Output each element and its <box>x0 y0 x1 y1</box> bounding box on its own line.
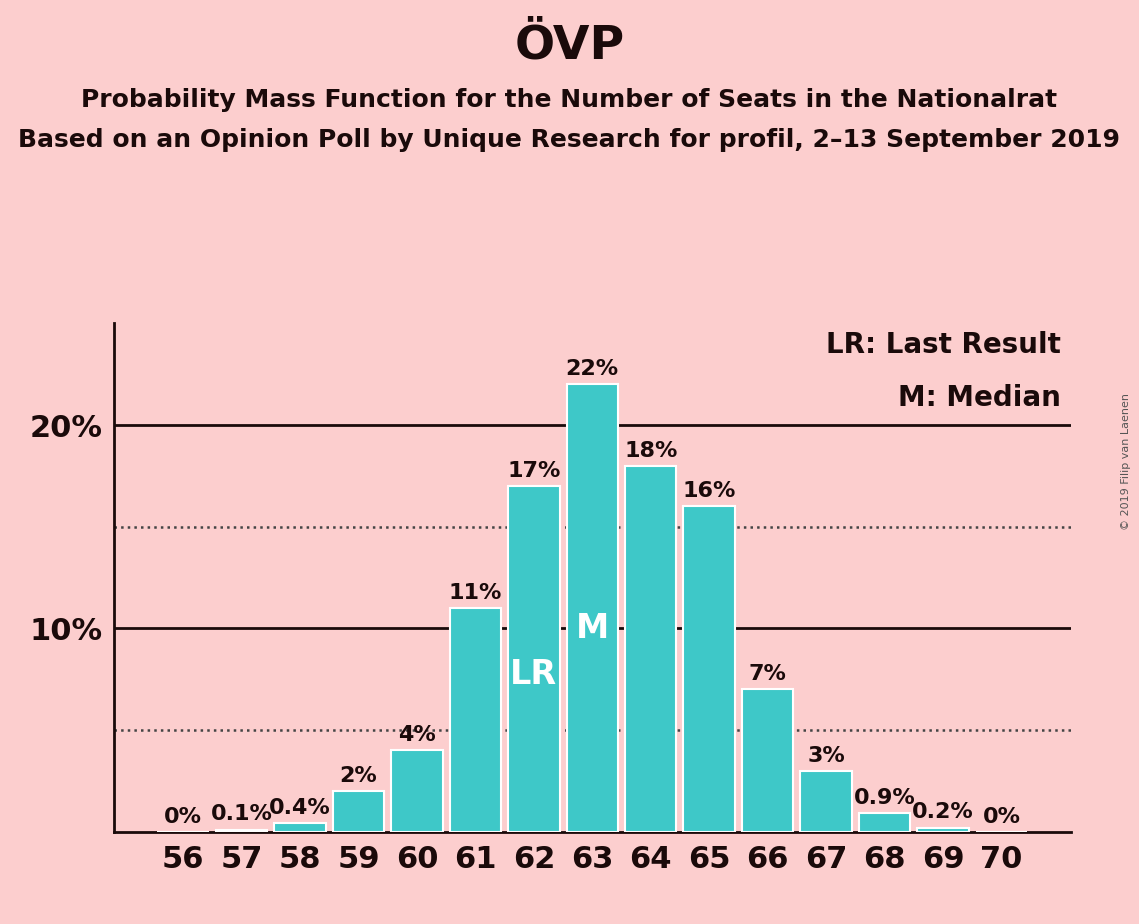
Text: 7%: 7% <box>748 664 787 684</box>
Text: 0.4%: 0.4% <box>269 798 331 819</box>
Bar <box>508 486 559 832</box>
Bar <box>683 506 735 832</box>
Text: 4%: 4% <box>398 725 436 745</box>
Bar <box>625 466 677 832</box>
Text: 18%: 18% <box>624 441 678 460</box>
Bar <box>274 823 326 832</box>
Text: LR: Last Result: LR: Last Result <box>826 331 1062 359</box>
Text: LR: LR <box>510 658 557 691</box>
Bar <box>741 689 794 832</box>
Bar <box>859 813 910 832</box>
Text: 0.2%: 0.2% <box>912 802 974 822</box>
Text: ÖVP: ÖVP <box>515 23 624 68</box>
Bar <box>801 771 852 832</box>
Bar <box>917 828 968 832</box>
Bar <box>566 384 618 832</box>
Text: 16%: 16% <box>682 481 736 501</box>
Text: M: Median: M: Median <box>899 384 1062 412</box>
Text: 0%: 0% <box>164 807 202 826</box>
Text: 17%: 17% <box>507 461 560 480</box>
Bar <box>333 791 384 832</box>
Text: 2%: 2% <box>339 766 377 785</box>
Bar <box>216 830 268 832</box>
Text: 0.1%: 0.1% <box>211 805 272 824</box>
Bar <box>391 750 443 832</box>
Text: 22%: 22% <box>566 359 618 379</box>
Text: © 2019 Filip van Laenen: © 2019 Filip van Laenen <box>1121 394 1131 530</box>
Bar <box>450 608 501 832</box>
Text: 3%: 3% <box>808 746 845 765</box>
Text: Based on an Opinion Poll by Unique Research for profil, 2–13 September 2019: Based on an Opinion Poll by Unique Resea… <box>18 128 1121 152</box>
Text: 0.9%: 0.9% <box>853 788 916 808</box>
Text: 0%: 0% <box>983 807 1021 826</box>
Text: 11%: 11% <box>449 583 502 602</box>
Text: Probability Mass Function for the Number of Seats in the Nationalrat: Probability Mass Function for the Number… <box>81 88 1058 112</box>
Text: M: M <box>575 612 609 645</box>
